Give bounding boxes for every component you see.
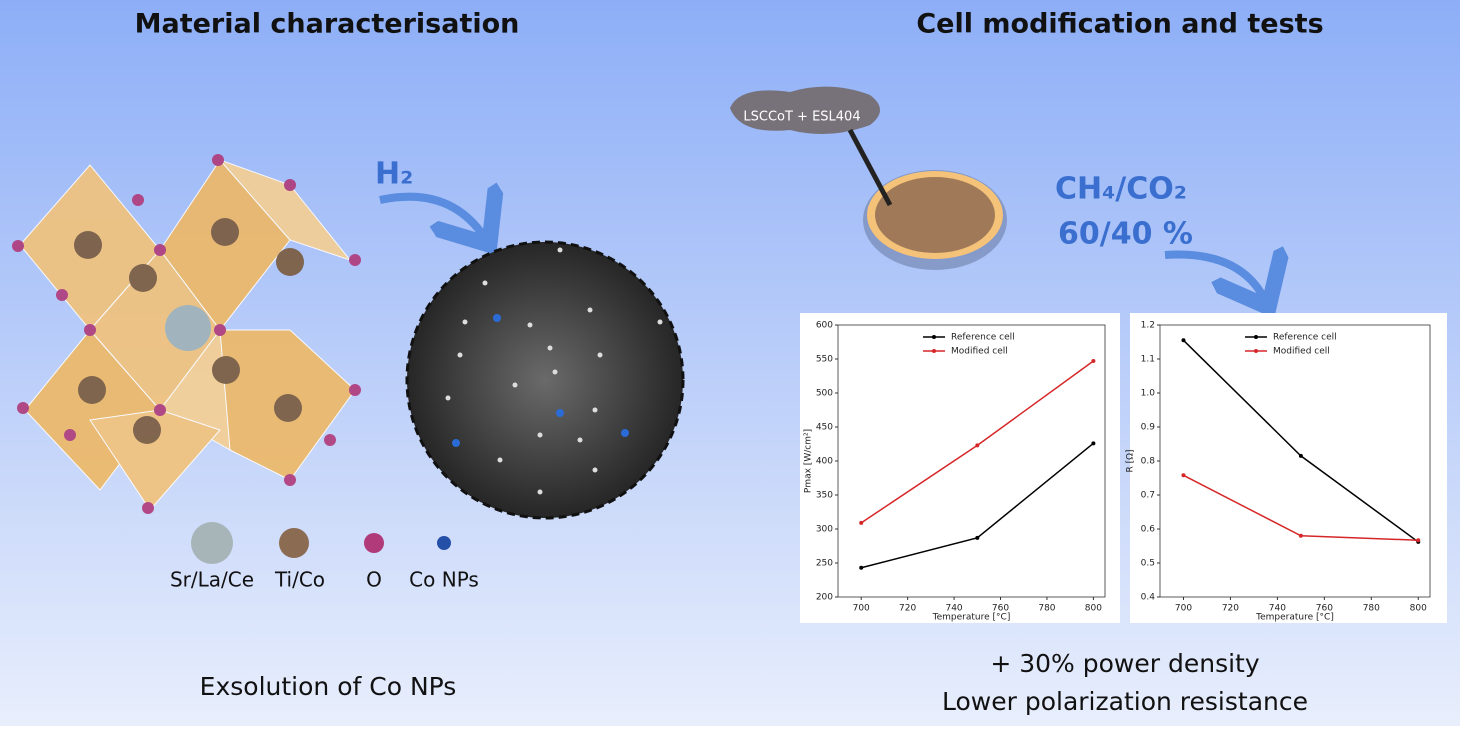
y-tick-label: 350 [816, 491, 833, 501]
point [975, 443, 980, 448]
gas-label: CH₄/CO₂ [1055, 172, 1187, 207]
x-tick-label: 780 [1363, 604, 1380, 614]
nanoparticles [445, 247, 663, 495]
sem-image [405, 240, 685, 520]
y-tick-label: 1.0 [1141, 389, 1156, 399]
y-tick-label: 1.1 [1141, 355, 1155, 365]
arrow [1164, 255, 1265, 300]
y-tick-label: 500 [816, 389, 833, 399]
legend-label: Modified cell [951, 347, 1008, 357]
y-tick-label: 0.6 [1141, 525, 1156, 535]
point [1091, 359, 1096, 364]
point [1181, 473, 1186, 478]
y-tick-label: 0.4 [1141, 593, 1156, 603]
brush [847, 128, 893, 207]
point [1091, 441, 1096, 446]
chart-panel [800, 313, 1120, 623]
x-axis-label: Temperature [°C] [1255, 613, 1334, 623]
cell-electrode [875, 177, 995, 253]
atom-icon [279, 528, 309, 558]
gas-label: 60/40 % [1058, 217, 1193, 252]
legend-label: Reference cell [1273, 333, 1337, 343]
y-tick-label: 200 [816, 593, 833, 603]
y-tick-label: 250 [816, 559, 833, 569]
x-tick-label: 740 [1269, 604, 1286, 614]
right-caption: Lower polarization resistance [942, 687, 1308, 716]
point [1416, 538, 1421, 543]
ink-label: LSCCoT + ESL404 [743, 110, 860, 125]
left-caption: Exsolution of Co NPs [200, 672, 457, 701]
legend-label: Co NPs [409, 568, 479, 592]
legend-label: Ti/Co [274, 568, 325, 592]
y-axis-label: R [Ω] [1126, 449, 1136, 472]
point [859, 565, 864, 570]
x-tick-label: 800 [1085, 604, 1102, 614]
y-tick-label: 0.7 [1141, 491, 1155, 501]
y-tick-label: 0.5 [1141, 559, 1155, 569]
x-tick-label: 700 [1175, 604, 1192, 614]
x-tick-label: 700 [853, 604, 870, 614]
y-tick-label: 400 [816, 457, 833, 467]
x-tick-label: 760 [1316, 604, 1333, 614]
point [1298, 533, 1303, 538]
x-tick-label: 720 [1222, 604, 1239, 614]
legend-marker [1254, 349, 1258, 353]
point [1298, 453, 1303, 458]
legend-label: Modified cell [1273, 347, 1330, 357]
right-caption: + 30% power density [990, 649, 1259, 678]
x-tick-label: 720 [899, 604, 916, 614]
atom-icon [191, 522, 233, 564]
point [1181, 338, 1186, 343]
x-axis-label: Temperature [°C] [932, 613, 1011, 623]
left-title: Material characterisation [135, 9, 520, 40]
point [975, 535, 980, 540]
x-tick-label: 740 [945, 604, 962, 614]
chart-panel [1130, 313, 1447, 623]
y-tick-label: 300 [816, 525, 833, 535]
gas-label: H₂ [375, 157, 413, 192]
legend-marker [932, 335, 936, 339]
legend-label: O [366, 568, 382, 592]
ink-cloud [730, 86, 880, 134]
y-axis-label: Pmax [W/cm²] [804, 429, 814, 493]
y-tick-label: 600 [816, 321, 833, 331]
atom-icon [364, 533, 384, 553]
x-tick-label: 780 [1038, 604, 1055, 614]
crystal [12, 154, 361, 514]
y-tick-label: 450 [816, 423, 833, 433]
point [859, 520, 864, 525]
x-tick-label: 800 [1410, 604, 1427, 614]
legend-marker [1254, 335, 1258, 339]
legend-marker [932, 349, 936, 353]
legend-label: Sr/La/Ce [170, 568, 254, 592]
y-tick-label: 0.9 [1141, 423, 1156, 433]
y-tick-label: 0.8 [1141, 457, 1156, 467]
right-title: Cell modification and tests [916, 9, 1323, 40]
y-tick-label: 1.2 [1141, 321, 1155, 331]
atom-icon [437, 536, 451, 550]
legend-label: Reference cell [951, 333, 1015, 343]
x-tick-label: 760 [992, 604, 1009, 614]
y-tick-label: 550 [816, 355, 833, 365]
arrow [379, 197, 485, 238]
